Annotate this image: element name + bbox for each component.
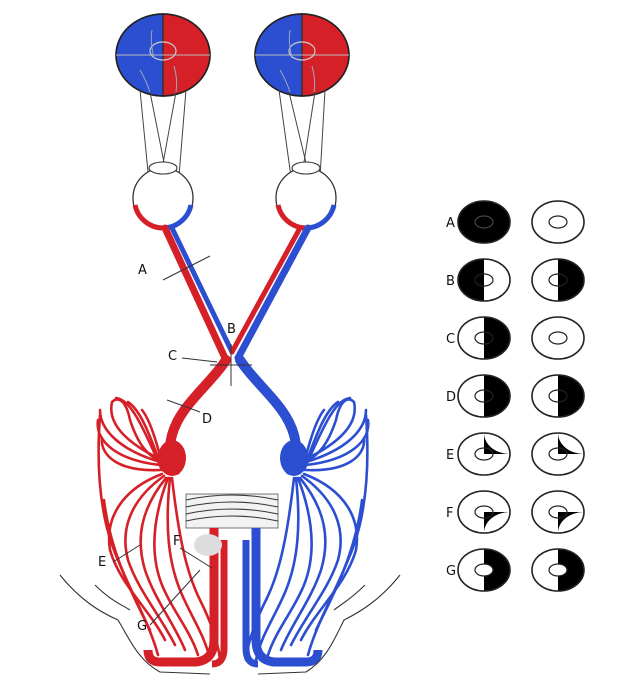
lesion-label-a: A: [138, 263, 147, 278]
right-optic-radiation: [244, 396, 370, 662]
right-eye-field: [531, 200, 585, 244]
field-defect-label: B: [446, 274, 455, 289]
visual-field-defect-grid: A B C D E F G: [446, 200, 585, 592]
lesion-label-g: G: [137, 619, 147, 634]
right-eye-field: [531, 316, 585, 360]
occipital-cortex: [143, 493, 323, 668]
macula-outline: [474, 447, 494, 461]
field-defect-label: G: [446, 564, 456, 579]
left-eye-field: [457, 374, 511, 418]
macula-outline: [474, 563, 494, 577]
right-eye-field: [531, 548, 585, 592]
lesion-label-f: F: [173, 534, 180, 549]
macula-outline: [548, 447, 568, 461]
field-defect-label: E: [446, 448, 454, 463]
brain-outline: [59, 574, 401, 675]
field-defect-shade: [558, 433, 584, 454]
field-defect-shade: [558, 375, 584, 417]
field-defect-shade: [558, 259, 584, 301]
field-defect-shade: [484, 512, 510, 533]
field-defect-label: A: [446, 216, 455, 231]
macula-outline: [548, 505, 568, 519]
lesion-label-d: D: [202, 412, 212, 427]
macula-outline: [474, 505, 494, 519]
field-defect-shade: [484, 433, 510, 454]
lesion-label-e: E: [98, 555, 106, 570]
left-eye-field: [457, 258, 511, 302]
macula-outline: [548, 273, 568, 287]
left-optic-radiation: [96, 396, 222, 662]
left-eye-field: [457, 200, 511, 244]
left-eye-field: [457, 432, 511, 476]
lesion-markers: [112, 255, 252, 626]
optic-tracts: [158, 355, 308, 476]
field-defect-row: B: [446, 258, 585, 302]
macula-outline: [474, 215, 494, 229]
right-eye-field: [531, 258, 585, 302]
field-defect-label: D: [446, 390, 456, 405]
lesion-label-c: C: [168, 349, 177, 364]
field-defect-row: A: [446, 200, 585, 244]
field-defect-shade: [458, 259, 484, 301]
left-eye: [132, 161, 194, 231]
field-defect-row: D: [446, 374, 585, 418]
macula-outline: [548, 215, 568, 229]
field-defect-row: C: [446, 316, 585, 360]
field-defect-label: F: [446, 506, 453, 521]
left-eye-field: [457, 316, 511, 360]
field-defect-label: C: [446, 332, 455, 347]
macula-outline: [474, 273, 494, 287]
macula-outline: [474, 331, 494, 345]
left-visual-field: [115, 13, 211, 97]
field-defect-shade: [484, 375, 510, 417]
lesion-label-b: B: [227, 322, 236, 337]
right-visual-field: [254, 13, 350, 97]
field-defect-shade: [558, 549, 584, 591]
pathway-lesion-labels: A B C D E F G: [98, 263, 236, 634]
field-defect-shade: [558, 512, 584, 533]
right-eye: [275, 161, 337, 231]
field-defect-shade: [484, 549, 510, 591]
field-defect-row: E: [446, 432, 585, 476]
field-defect-shade: [484, 317, 510, 359]
left-eye-field: [457, 490, 511, 534]
macula-outline: [548, 563, 568, 577]
left-eye-field: [457, 548, 511, 592]
field-defect-row: F: [446, 490, 585, 534]
field-defect-shade: [458, 201, 510, 243]
field-defect-row: G: [446, 548, 585, 592]
right-eye-field: [531, 374, 585, 418]
right-eye-field: [531, 432, 585, 476]
macula-outline: [474, 389, 494, 403]
right-eye-field: [531, 490, 585, 534]
macula-outline: [548, 389, 568, 403]
optic-nerves: [161, 224, 312, 362]
macula-outline: [548, 331, 568, 345]
